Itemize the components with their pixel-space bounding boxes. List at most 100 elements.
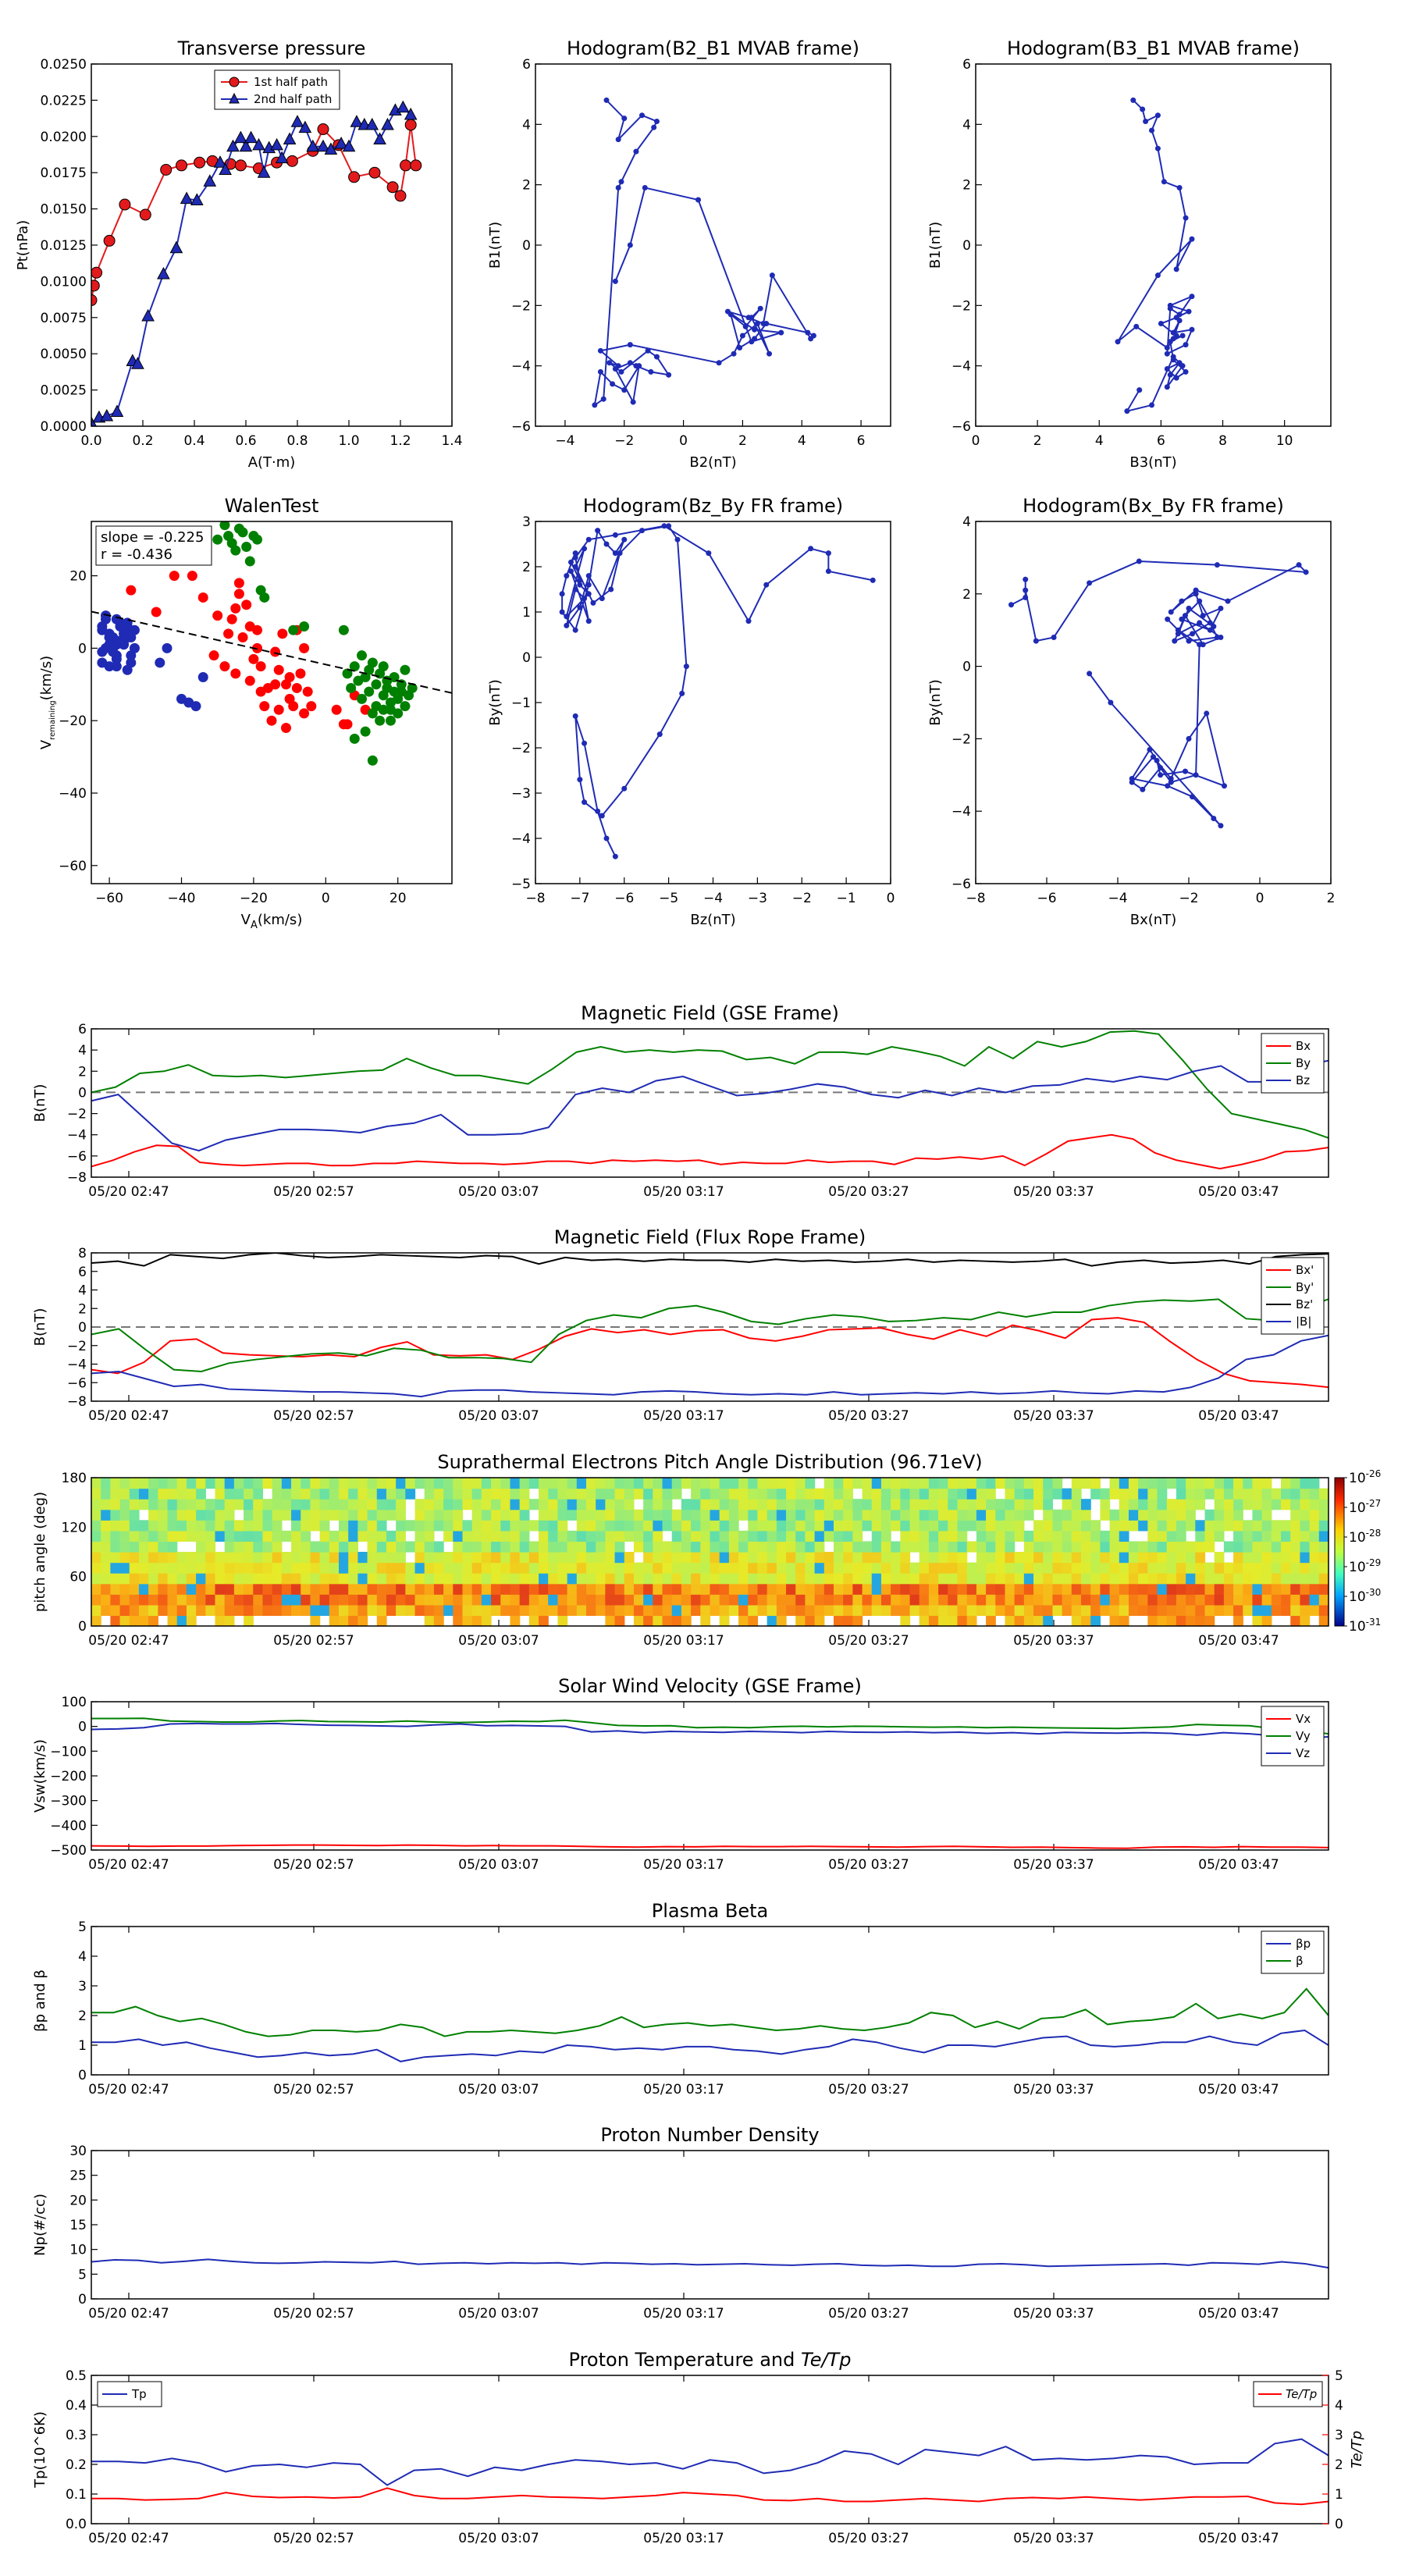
chart-h2-plot — [1115, 97, 1195, 415]
chart-pad-cell — [348, 1499, 358, 1510]
chart-pad-cell — [1023, 1541, 1034, 1553]
chart-pad-cell — [110, 1530, 121, 1542]
chart-pad-cell — [253, 1541, 264, 1553]
chart-bfr-ytick-label: 8 — [78, 1246, 87, 1261]
chart-tp-xtick-label: 0.0 — [80, 433, 101, 449]
chart-temp-legend-left-label: Tp — [131, 2387, 147, 2401]
chart-pad-cell — [367, 1509, 378, 1521]
chart-walen-point — [277, 628, 288, 639]
chart-pad-cell — [310, 1552, 321, 1564]
chart-pad-cell — [871, 1594, 882, 1606]
chart-pad-cell — [405, 1594, 416, 1606]
chart-pad-cell — [167, 1594, 178, 1606]
chart-pad-cell — [1043, 1509, 1054, 1521]
chart-pad-cell — [301, 1509, 311, 1521]
chart-pad-cb-label-exp: -31 — [1366, 1617, 1382, 1628]
chart-pad-cell — [101, 1552, 111, 1564]
chart-h2-point — [1189, 236, 1195, 242]
chart-vsw-series-line — [91, 1717, 1329, 1735]
chart-pad-cell — [814, 1520, 825, 1532]
chart-pad-cell — [919, 1499, 930, 1510]
chart-pad-cell — [966, 1615, 977, 1627]
chart-pad-cell — [1290, 1583, 1301, 1595]
chart-pad-cell — [376, 1583, 387, 1595]
chart-pad-cell — [1100, 1541, 1111, 1553]
chart-pad-cell — [1090, 1552, 1101, 1564]
chart-pad-cell — [481, 1478, 492, 1489]
chart-tp-point — [234, 130, 247, 144]
chart-bgse-xtick-label: 05/20 03:37 — [1013, 1184, 1094, 1200]
chart-h4-point — [1186, 735, 1192, 742]
chart-pad-cell — [481, 1488, 492, 1500]
chart-pad-cell — [852, 1562, 863, 1574]
chart-tp-point — [316, 139, 330, 152]
chart-h4-point — [1207, 627, 1213, 633]
chart-pad-cell — [443, 1562, 454, 1574]
chart-pad-cell — [691, 1562, 701, 1574]
chart-pad-cell — [386, 1594, 397, 1606]
chart-pad-cell — [757, 1530, 768, 1542]
chart-pad-cell — [1090, 1615, 1101, 1627]
chart-h1-point — [597, 347, 603, 354]
chart-walen-point — [126, 650, 137, 661]
chart-pad-cell — [1147, 1541, 1158, 1553]
chart-pad-cell — [1261, 1604, 1272, 1617]
chart-beta-legend-label: β — [1296, 1954, 1304, 1968]
chart-pad-cell — [453, 1562, 464, 1574]
chart-h2-point — [1170, 354, 1176, 360]
chart-pad-cell — [319, 1604, 330, 1617]
chart-pad-cell — [1138, 1541, 1148, 1553]
chart-h4-point — [1207, 620, 1213, 626]
chart-pad-cell — [319, 1573, 330, 1585]
chart-pad-cell — [1204, 1530, 1215, 1542]
chart-pad-cell — [396, 1520, 406, 1532]
chart-pad-cell — [567, 1552, 578, 1564]
chart-tp-point — [252, 137, 265, 151]
chart-h1-point — [645, 347, 651, 354]
chart-pad-cell — [462, 1541, 473, 1553]
chart-pad-cell — [1071, 1604, 1082, 1617]
chart-h3-ytick-label: −5 — [511, 877, 531, 892]
chart-vsw-xtick-label: 05/20 03:17 — [643, 1857, 724, 1873]
chart-bfr-legend-label: Bz' — [1296, 1297, 1313, 1311]
chart-pad-cell — [1138, 1552, 1148, 1564]
chart-h1-point — [627, 242, 633, 248]
chart-pad-cell — [528, 1552, 539, 1564]
chart-pad-cell — [196, 1573, 206, 1585]
chart-h3-xtick-label: −4 — [703, 891, 723, 906]
chart-h1-title: Hodogram(B2_B1 MVAB frame) — [567, 37, 859, 59]
chart-walen-point — [375, 715, 386, 726]
chart-h2-point — [1154, 145, 1161, 151]
chart-h4-point — [1051, 634, 1057, 640]
chart-pad-cell — [653, 1594, 663, 1606]
chart-pad-cell — [1071, 1478, 1082, 1489]
chart-pad-cell — [500, 1509, 511, 1521]
chart-tp-point — [306, 139, 320, 152]
chart-pad-cell — [986, 1604, 996, 1617]
chart-walen-point — [219, 661, 230, 672]
chart-pad-cell — [976, 1562, 987, 1574]
chart-pad-cell — [471, 1509, 482, 1521]
chart-h1-point — [612, 278, 618, 284]
chart-pad-cell — [710, 1530, 720, 1542]
chart-h3-point — [564, 614, 570, 620]
chart-pad-cell — [1204, 1573, 1215, 1585]
chart-pad-cell — [966, 1509, 977, 1521]
chart-pad-cell — [976, 1530, 987, 1542]
chart-h3-point — [763, 582, 770, 588]
chart-tp-xtick-label: 1.4 — [441, 433, 462, 449]
chart-h3-point — [577, 582, 583, 588]
chart-pad-cell — [1033, 1488, 1044, 1500]
chart-pad-cell — [605, 1541, 616, 1553]
chart-tp-ytick-label: 0.0050 — [41, 347, 87, 362]
chart-pad-cell — [158, 1583, 169, 1595]
chart-pad-cell — [110, 1573, 121, 1585]
chart-pad-cell — [671, 1488, 682, 1500]
chart-h4-point — [1186, 605, 1192, 611]
chart-pad-cell — [244, 1552, 254, 1564]
chart-pad-cell — [176, 1594, 187, 1606]
chart-pad-cell — [1033, 1604, 1044, 1617]
chart-pad-cell — [148, 1583, 158, 1595]
chart-pad-cell — [167, 1615, 178, 1627]
chart-pad-cell — [823, 1478, 834, 1489]
